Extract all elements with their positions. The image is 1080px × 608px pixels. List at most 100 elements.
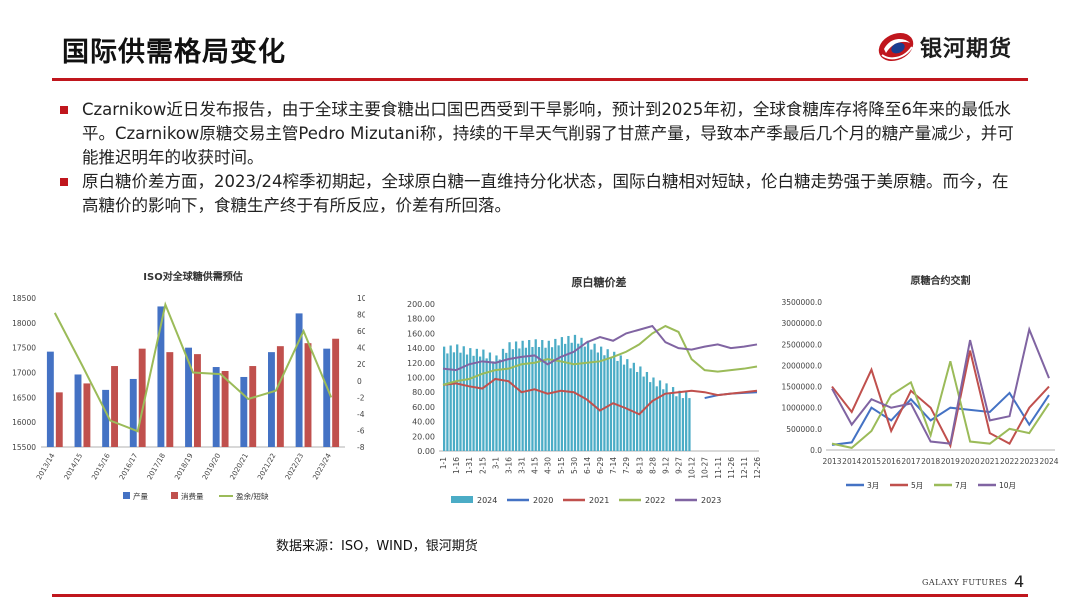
bar-2024 — [524, 347, 528, 451]
bar-2024 — [521, 340, 524, 451]
y-tick-label: 120.00 — [407, 359, 435, 368]
bar-2024 — [658, 380, 662, 451]
line-series-2023 — [442, 324, 758, 372]
bar-production — [129, 378, 137, 447]
chart-delivery-svg: 原糖合约交割 3500000.0 3000000.0 2500000.0 2000000… — [781, 274, 1058, 490]
bar-2024 — [678, 390, 681, 451]
x-tick-label: 9-12 — [661, 457, 670, 474]
y-tick-label: 160.00 — [407, 329, 435, 338]
line-series-2022 — [442, 324, 758, 386]
x-tick-label: 5-30 — [570, 457, 579, 474]
y-tick-label: 100.00 — [407, 374, 435, 383]
bar-2024 — [547, 340, 550, 451]
bullet-square-icon — [60, 178, 68, 186]
y2-tick-label: -600 — [357, 426, 365, 435]
bar-2024 — [508, 342, 511, 451]
y-tick-label: 2500000.0 — [781, 340, 822, 349]
bar-2024 — [577, 343, 580, 451]
x-tick-label: 2022 — [1000, 457, 1019, 466]
logo-text: 银河期货 — [920, 37, 1013, 62]
bar-2024 — [681, 398, 685, 451]
bar-2024 — [557, 345, 560, 451]
x-tick-label: 2015 — [862, 457, 881, 466]
x-tick-label: 4-15 — [531, 457, 540, 474]
bar-2024 — [590, 349, 593, 451]
bar-2024 — [619, 355, 622, 451]
legend-label: 2024 — [477, 496, 497, 505]
bar-2024 — [462, 346, 465, 451]
bar-production — [240, 376, 248, 447]
x-tick-label: 7-29 — [622, 457, 631, 474]
x-tick-label: 2023/24 — [311, 452, 333, 482]
bar-2024 — [478, 356, 482, 451]
line-series-10月 — [831, 326, 1050, 445]
y-tick-label: 180.00 — [407, 315, 435, 324]
x-tick-label: 2014 — [842, 457, 861, 466]
bullet-square-icon — [60, 106, 68, 114]
chart-spread-svg: 原白糖价差 200.00 180.00 160.00 140.00 120.00 100.0… — [407, 275, 762, 505]
x-tick-label: 6-14 — [583, 457, 592, 474]
x-tick-label: 2017 — [901, 457, 920, 466]
bar-2024 — [671, 387, 675, 451]
bar-2024 — [645, 371, 649, 451]
header-rule — [52, 78, 1028, 81]
x-tick-label: 2-15 — [478, 457, 487, 474]
brand-logo: 银河期货 — [876, 27, 1036, 67]
legend-label: 2021 — [589, 496, 609, 505]
bar-consumption — [332, 338, 340, 447]
y-tick-label: 140.00 — [407, 344, 435, 353]
x-tick-label: 2017/18 — [146, 452, 167, 481]
x-tick-label: 2018 — [921, 457, 940, 466]
y2-tick-label: 1000 — [357, 294, 365, 303]
y2-tick-label: 600 — [357, 327, 365, 336]
y-tick-label: 16500 — [12, 393, 36, 402]
bar-2024 — [596, 352, 599, 451]
x-tick-label: 11-26 — [727, 457, 736, 479]
y-tick-label: 15500 — [12, 443, 36, 452]
bar-2024 — [485, 358, 488, 451]
bar-2024 — [560, 337, 564, 451]
bar-2024 — [554, 338, 557, 451]
y-tick-label: 3000000.0 — [781, 319, 822, 328]
bullet-list: Czarnikow近日发布报告，由于全球主要食糖出口国巴西受到干旱影响，预计到2… — [58, 98, 1018, 218]
x-tick-label: 3-31 — [518, 457, 527, 474]
x-tick-label: 2019/20 — [201, 452, 222, 481]
bar-2024 — [443, 346, 446, 451]
bar-2024 — [534, 339, 537, 451]
y2-tick-label: 800 — [357, 311, 365, 320]
bar-2024 — [652, 377, 655, 451]
bar-production — [46, 351, 54, 447]
bar-2024 — [514, 341, 518, 451]
y2-tick-label: 200 — [357, 360, 365, 369]
bar-2024 — [446, 353, 449, 451]
line-series-7月 — [831, 360, 1050, 449]
bar-2024 — [505, 352, 508, 451]
bar-2024 — [593, 343, 596, 451]
bar-consumption — [166, 352, 174, 447]
x-tick-label: 6-29 — [596, 457, 605, 474]
bar-2024 — [564, 343, 567, 451]
line-balance — [53, 301, 333, 433]
y-tick-label: 200.00 — [407, 300, 435, 309]
bar-2024 — [495, 355, 498, 451]
bar-2024 — [642, 376, 645, 451]
legend-swatch — [171, 492, 178, 499]
bar-consumption — [194, 354, 201, 447]
legend-label: 盈余/短缺 — [236, 491, 269, 501]
legend-swatch — [451, 496, 473, 503]
chart-title: 原白糖价差 — [572, 275, 627, 289]
x-tick-label: 2019 — [941, 457, 960, 466]
bar-2024 — [580, 337, 583, 451]
x-tick-label: 2020 — [961, 457, 980, 466]
bar-2024 — [550, 347, 554, 451]
x-tick-label: 2018/19 — [173, 452, 194, 481]
legend-label: 产量 — [133, 491, 148, 501]
x-tick-label: 8-13 — [635, 457, 644, 474]
chart-raw-white-spread: 原白糖价差 200.00 180.00 160.00 140.00 120.00 100.0… — [395, 262, 765, 517]
bar-2024 — [655, 386, 658, 451]
bar-2024 — [675, 396, 678, 451]
x-tick-label: 2016 — [882, 457, 901, 466]
y-tick-label: 1500000.0 — [781, 383, 822, 392]
bar-2024 — [452, 352, 456, 451]
bar-2024 — [544, 347, 547, 451]
